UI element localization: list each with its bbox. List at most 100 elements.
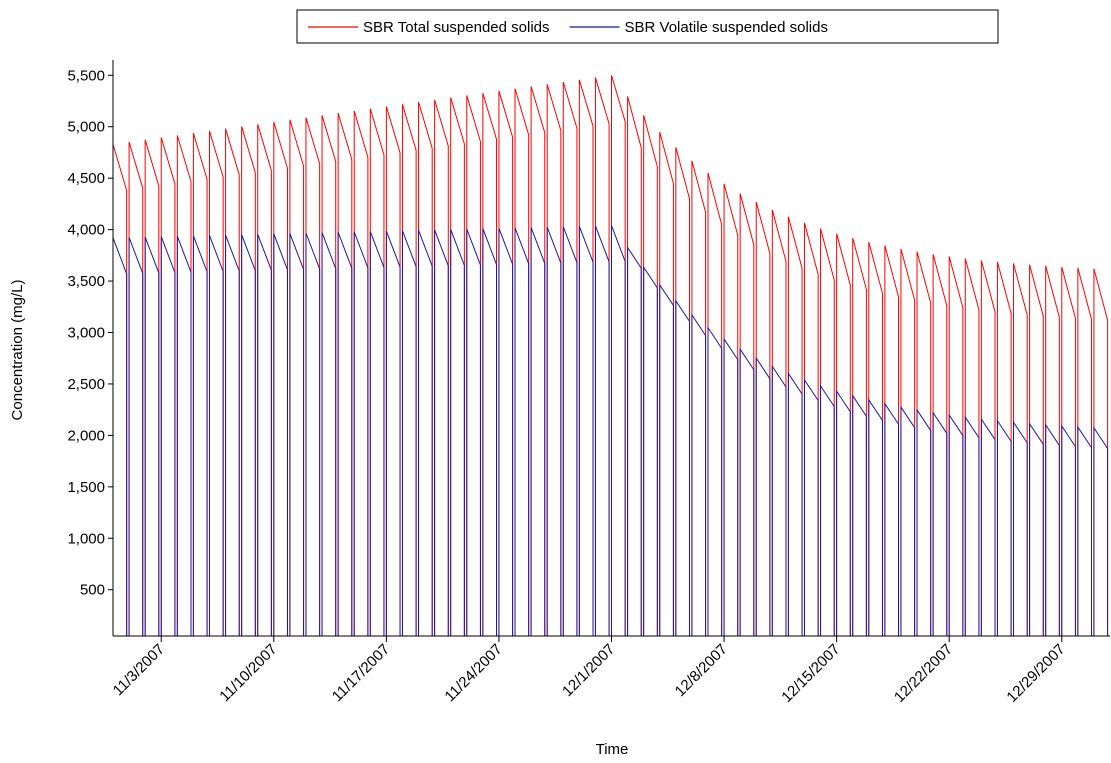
cycle-line bbox=[611, 225, 626, 636]
cycle-line bbox=[353, 231, 369, 636]
cycle-line bbox=[337, 113, 353, 636]
x-tick-label: 12/15/2007 bbox=[778, 641, 843, 706]
cycle-line bbox=[546, 84, 562, 636]
cycle-line bbox=[980, 260, 996, 636]
x-axis-label: Time bbox=[596, 741, 629, 758]
cycle-line bbox=[868, 241, 883, 636]
cycle-line bbox=[820, 228, 835, 636]
cycle-line bbox=[289, 119, 305, 636]
cycle-line bbox=[787, 216, 803, 636]
cycle-line bbox=[498, 227, 514, 636]
cycle-line bbox=[771, 209, 787, 636]
cycle-line bbox=[932, 411, 948, 636]
y-tick-label: 2,500 bbox=[67, 376, 105, 393]
cycle-line bbox=[643, 265, 658, 636]
cycle-line bbox=[546, 226, 562, 636]
cycle-line bbox=[996, 419, 1012, 636]
cycle-line bbox=[401, 104, 417, 636]
cycle-line bbox=[1061, 266, 1076, 636]
cycle-line bbox=[578, 79, 594, 636]
cycle-line bbox=[964, 415, 980, 636]
cycle-line bbox=[803, 222, 819, 636]
y-tick-label: 2,000 bbox=[67, 427, 105, 444]
cycle-line bbox=[241, 234, 256, 636]
x-tick-label: 12/29/2007 bbox=[1003, 641, 1068, 706]
cycle-line bbox=[627, 245, 642, 636]
cycle-line bbox=[289, 233, 305, 636]
legend-label: SBR Volatile suspended solids bbox=[625, 19, 828, 36]
y-tick-label: 500 bbox=[80, 582, 105, 599]
cycle-line bbox=[884, 402, 900, 636]
cycle-line bbox=[771, 364, 787, 636]
x-tick-label: 11/24/2007 bbox=[441, 641, 505, 705]
cycle-line bbox=[852, 237, 867, 636]
cycle-line bbox=[208, 235, 224, 636]
y-tick-label: 5,000 bbox=[67, 119, 105, 136]
cycle-line bbox=[144, 139, 160, 636]
cycle-line bbox=[418, 230, 433, 636]
cycle-line bbox=[836, 233, 851, 636]
y-tick-label: 3,000 bbox=[67, 324, 105, 341]
x-tick-label: 12/1/2007 bbox=[559, 641, 618, 700]
cycle-line bbox=[1077, 267, 1093, 636]
cycle-line bbox=[707, 172, 723, 636]
cycle-line bbox=[932, 254, 948, 636]
cycle-line bbox=[273, 121, 288, 636]
cycle-line bbox=[305, 117, 321, 636]
series bbox=[112, 225, 1109, 636]
cycle-line bbox=[916, 251, 932, 636]
cycle-line bbox=[466, 228, 481, 636]
cycle-line bbox=[514, 227, 530, 636]
cycle-line bbox=[450, 229, 465, 636]
cycle-line bbox=[675, 147, 690, 636]
cycle-line bbox=[900, 405, 916, 636]
cycle-line bbox=[1045, 423, 1060, 636]
cycle-line bbox=[1077, 425, 1093, 636]
cycle-line bbox=[691, 313, 707, 636]
cycle-line bbox=[530, 227, 546, 636]
cycle-line bbox=[257, 234, 272, 636]
cycle-line bbox=[594, 77, 610, 636]
legend-label: SBR Total suspended solids bbox=[363, 19, 550, 36]
cycle-line bbox=[1029, 264, 1044, 636]
cycle-line bbox=[739, 193, 755, 636]
cycle-line bbox=[755, 356, 771, 636]
cycle-line bbox=[369, 108, 385, 636]
cycle-line bbox=[948, 256, 964, 636]
x-tick-label: 11/10/2007 bbox=[216, 641, 280, 705]
cycle-line bbox=[562, 81, 578, 636]
cycle-line bbox=[128, 141, 144, 636]
cycle-line bbox=[562, 226, 578, 636]
cycle-line bbox=[723, 183, 739, 636]
cycle-line bbox=[482, 92, 498, 636]
cycle-line bbox=[353, 110, 369, 636]
cycle-line bbox=[112, 237, 128, 636]
y-tick-label: 1,000 bbox=[67, 530, 105, 547]
cycle-line bbox=[192, 132, 208, 636]
cycle-line bbox=[852, 394, 867, 636]
cycle-line bbox=[1061, 424, 1076, 636]
cycle-line bbox=[643, 115, 658, 636]
cycle-line bbox=[305, 232, 321, 636]
cycle-line bbox=[482, 228, 498, 636]
cycle-line bbox=[964, 258, 980, 636]
cycle-line bbox=[723, 337, 739, 636]
cycle-line bbox=[401, 230, 417, 636]
cycle-line bbox=[176, 236, 192, 636]
x-tick-label: 12/22/2007 bbox=[891, 641, 956, 706]
y-tick-label: 5,500 bbox=[67, 67, 105, 84]
cycle-line bbox=[257, 124, 272, 636]
cycle-line bbox=[691, 160, 707, 636]
cycle-line bbox=[450, 97, 465, 636]
cycle-line bbox=[128, 237, 144, 636]
cycle-line bbox=[1093, 426, 1109, 636]
cycle-line bbox=[160, 137, 176, 636]
cycle-line bbox=[418, 101, 433, 636]
cycle-line bbox=[434, 99, 449, 636]
cycle-line bbox=[160, 236, 176, 636]
cycle-line bbox=[820, 384, 835, 636]
cycle-line bbox=[514, 88, 530, 636]
y-tick-label: 1,500 bbox=[67, 479, 105, 496]
cycle-line bbox=[611, 75, 626, 636]
